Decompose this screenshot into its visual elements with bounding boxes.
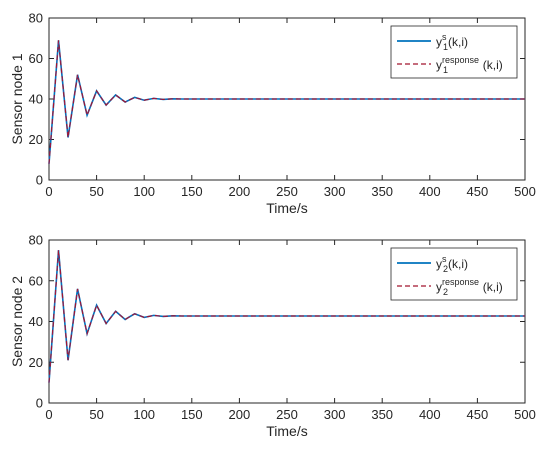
plot-panel-2: 0 50 100 150 200 250 300 350 400 450 500 0 20 40 60 80 T… xyxy=(9,233,536,440)
legend: ys 1(k,i) yresponse 1 (k,i) xyxy=(390,25,518,79)
y-tick-label: 20 xyxy=(29,132,43,147)
x-tick-label: 500 xyxy=(514,184,536,199)
x-tick-label: 350 xyxy=(371,184,393,199)
x-tick-label: 100 xyxy=(133,184,155,199)
x-tick-label: 400 xyxy=(419,184,441,199)
y-tick-label: 80 xyxy=(29,11,43,26)
legend-label: yresponse 2 (k,i) xyxy=(436,277,503,297)
x-axis-label: Time/s xyxy=(266,423,307,439)
legend-box xyxy=(390,25,518,79)
x-tick-label: 150 xyxy=(181,184,203,199)
x-tick-label: 200 xyxy=(229,184,251,199)
x-axis-label: Time/s xyxy=(266,200,307,216)
x-tick-label: 300 xyxy=(324,184,346,199)
y-tick-label: 40 xyxy=(29,314,43,329)
y-tick-label: 60 xyxy=(29,51,43,66)
legend-label: ys 1(k,i) xyxy=(436,32,468,52)
series-line-response xyxy=(48,250,525,383)
x-tick-label: 200 xyxy=(229,407,251,422)
x-tick-label: 50 xyxy=(89,407,103,422)
legend-box xyxy=(390,247,518,301)
x-tick-label: 400 xyxy=(419,407,441,422)
legend-label: ys 2(k,i) xyxy=(436,254,468,274)
x-tick-label: 450 xyxy=(467,184,489,199)
x-tick-label: 300 xyxy=(324,407,346,422)
x-tick-label: 250 xyxy=(276,184,298,199)
x-tick-label: 250 xyxy=(276,407,298,422)
y-tick-label: 80 xyxy=(29,233,43,248)
y-axis-label: Sensor node 2 xyxy=(9,276,25,367)
x-tick-label: 450 xyxy=(467,407,489,422)
legend-label: yresponse 1 (k,i) xyxy=(436,55,503,75)
y-axis-label: Sensor node 1 xyxy=(9,53,25,144)
x-tick-label: 150 xyxy=(181,407,203,422)
legend: ys 2(k,i) yresponse 2 (k,i) xyxy=(390,247,518,301)
y-tick-label: 60 xyxy=(29,273,43,288)
series-line-response xyxy=(48,40,525,164)
x-tick-label: 350 xyxy=(371,407,393,422)
x-tick-label: 0 xyxy=(45,184,52,199)
x-tick-label: 50 xyxy=(89,184,103,199)
x-tick-label: 100 xyxy=(133,407,155,422)
plot-panel-1: 0 50 100 150 200 250 300 350 400 450 500 0 20 40 60 80 T… xyxy=(9,11,536,217)
x-tick-label: 500 xyxy=(514,407,536,422)
series-overlay-line xyxy=(48,250,525,383)
y-tick-label: 40 xyxy=(29,92,43,107)
y-tick-label: 0 xyxy=(36,396,43,411)
y-tick-label: 20 xyxy=(29,355,43,370)
x-tick-label: 0 xyxy=(45,407,52,422)
y-tick-label: 0 xyxy=(36,173,43,188)
